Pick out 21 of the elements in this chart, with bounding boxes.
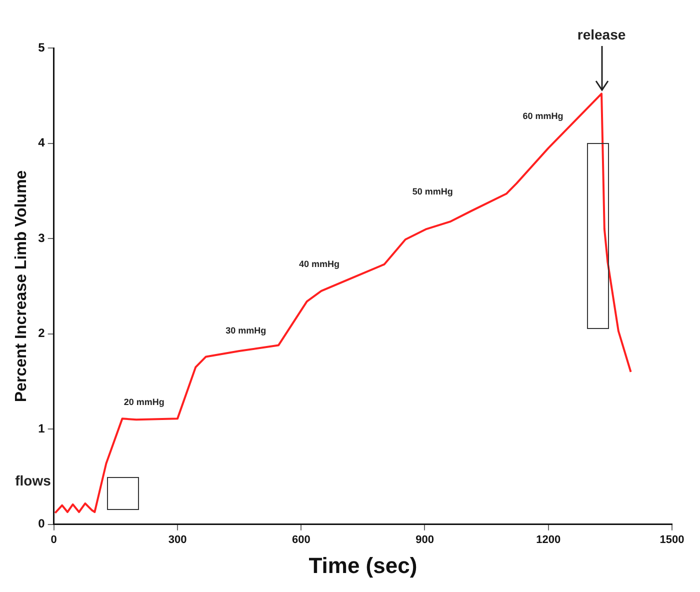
annotation: 30 mmHg [226, 325, 266, 336]
y-tick-label: 5 [38, 40, 46, 54]
annotation: release [577, 26, 626, 43]
text: flows [15, 472, 52, 488]
y-tick-label: 1 [38, 421, 46, 436]
x-tick-label: 1500 [660, 534, 684, 546]
annotation: 20 mmHg [124, 396, 164, 407]
x-tick-label: 0 [50, 534, 57, 546]
annotation: 40 mmHg [299, 258, 340, 269]
x-axis-title: Time (sec) [308, 552, 418, 578]
x-tick-label: 900 [416, 534, 434, 546]
y-axis-title: Percent Increase Limb Volume [13, 170, 30, 402]
y-tick-label: 3 [38, 230, 46, 245]
y-tick-label: 4 [38, 136, 46, 150]
y-tick-label: 0 [38, 516, 46, 531]
annotation: 50 mmHg [412, 186, 453, 196]
annotation: 60 mmHg [522, 111, 564, 122]
x-tick-label: 600 [292, 534, 310, 546]
y-tick-label: 2 [38, 326, 46, 340]
x-tick-label: 300 [168, 534, 187, 546]
x-tick-label: 1200 [536, 534, 561, 546]
